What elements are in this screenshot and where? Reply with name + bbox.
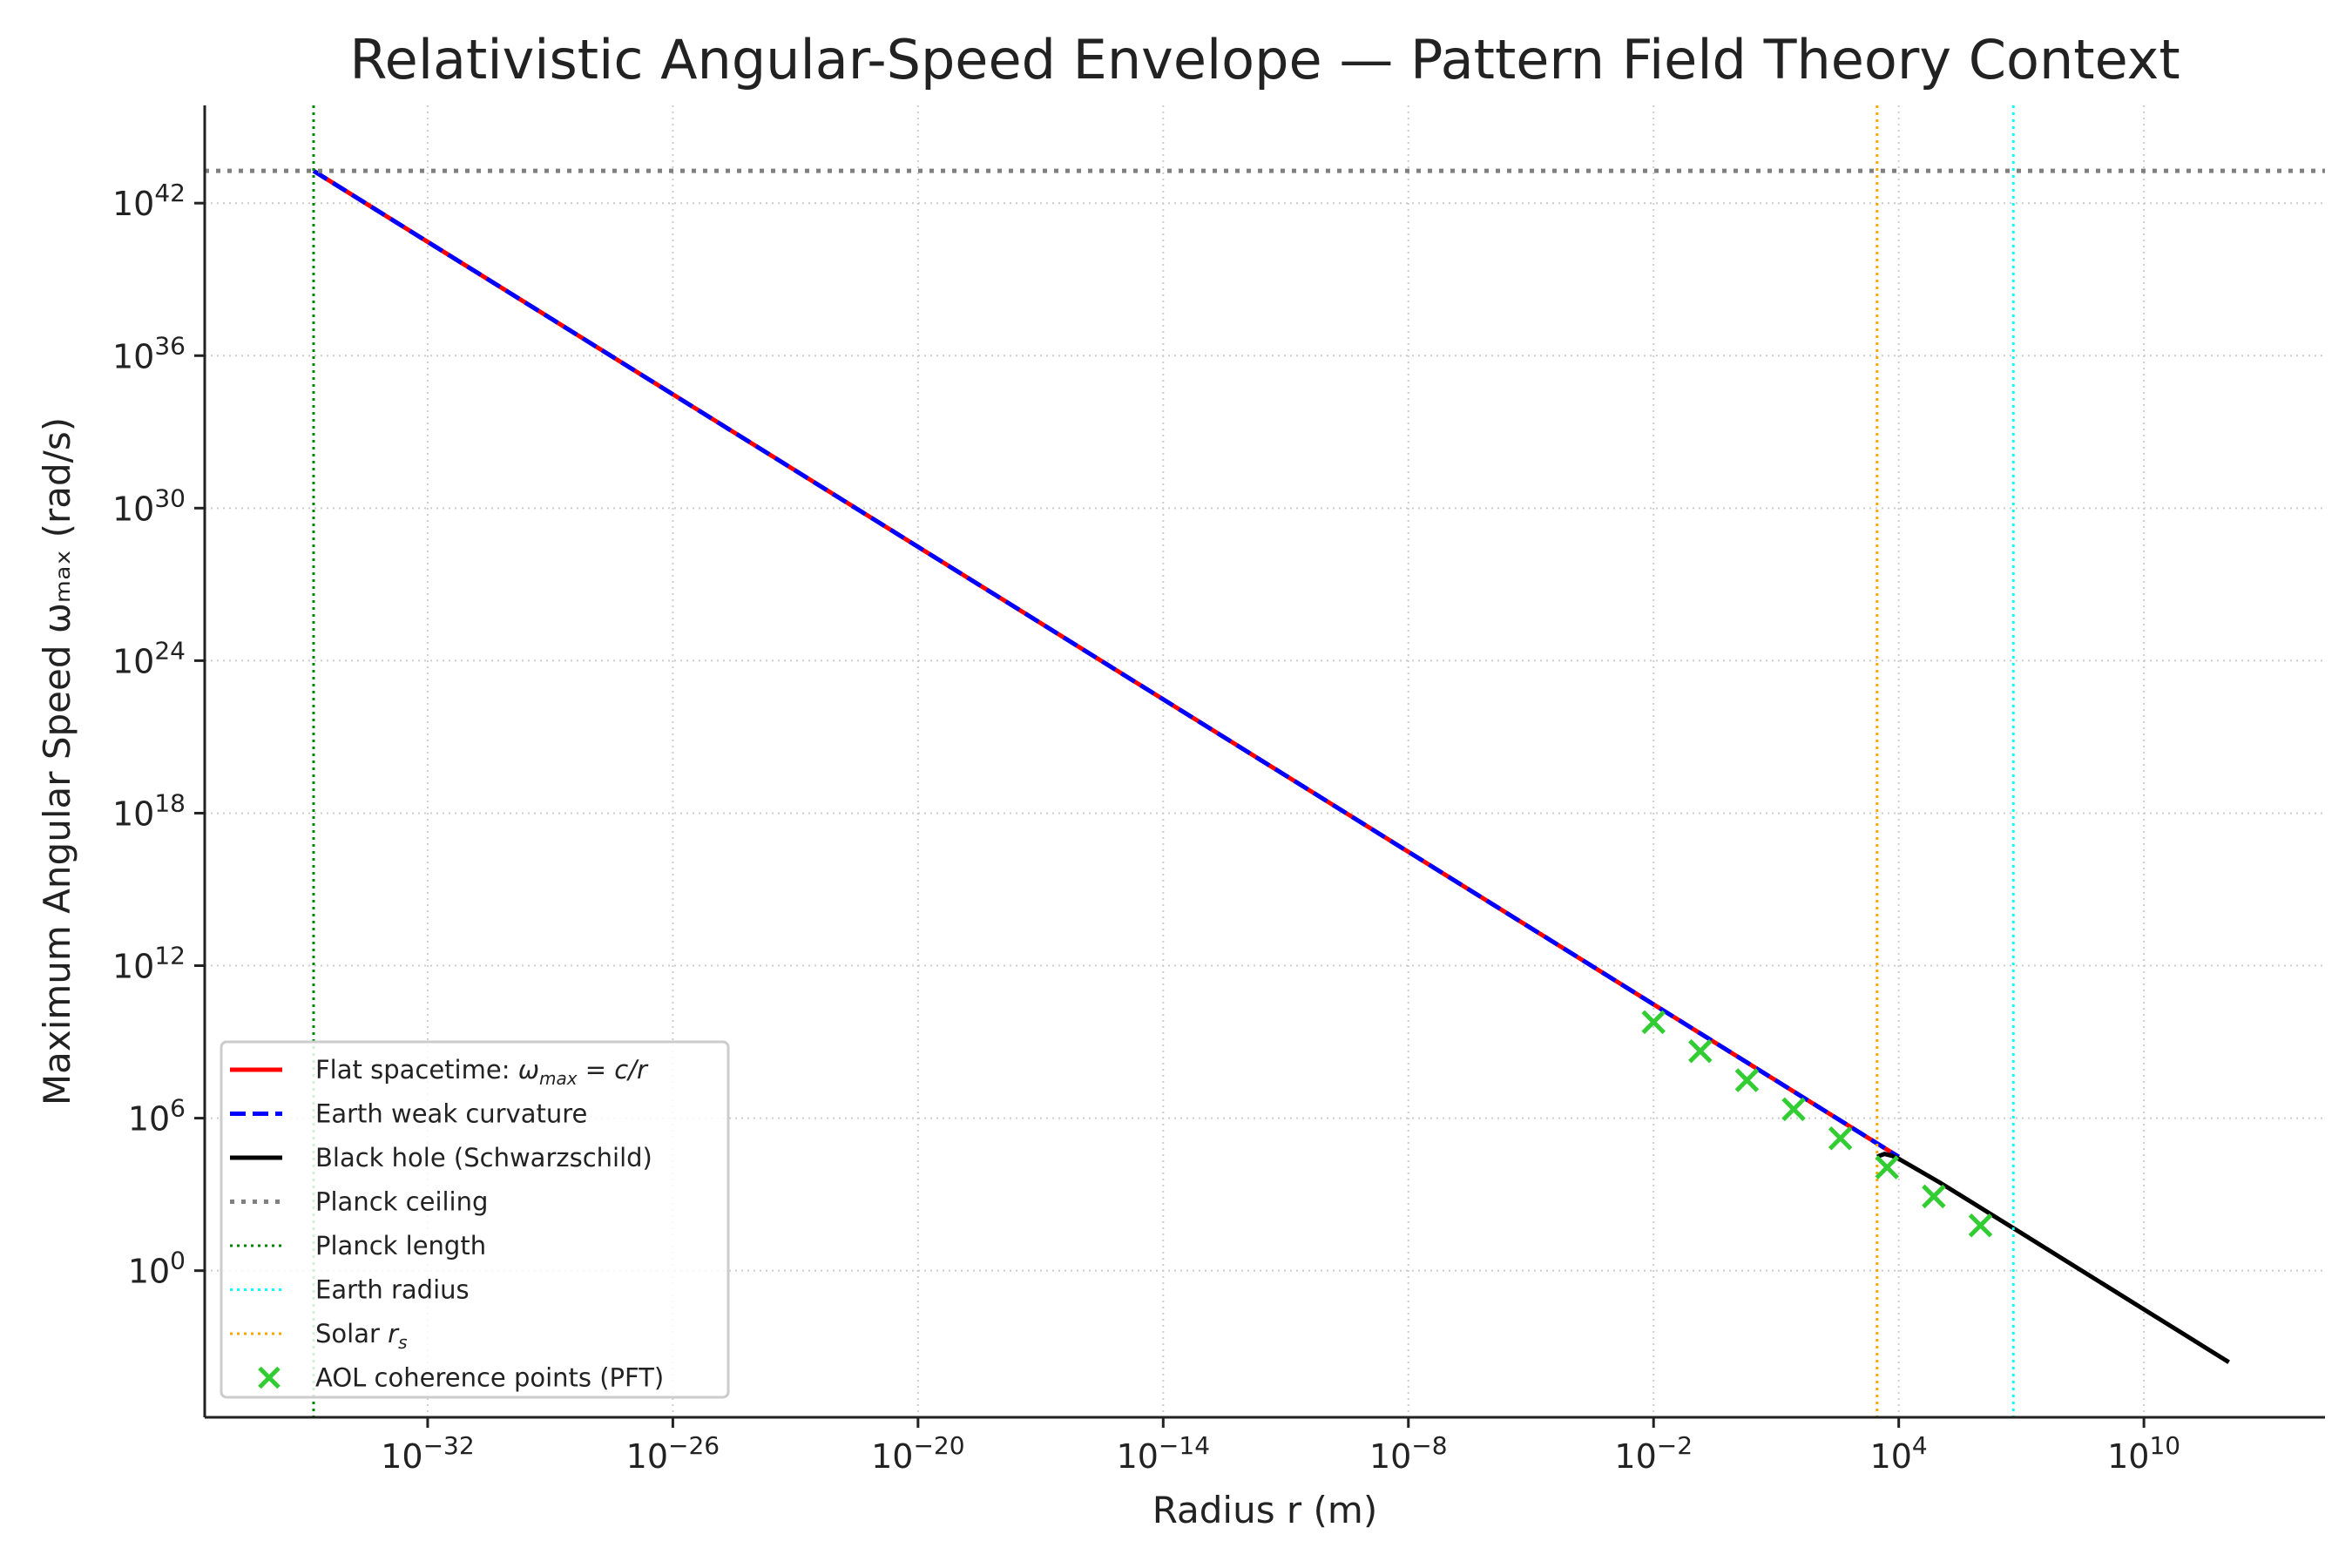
legend-entry-label: Black hole (Schwarzschild): [315, 1143, 652, 1173]
x-tick-label: 10−26: [626, 1431, 720, 1476]
aol-point-marker: [1968, 1213, 1993, 1238]
plot-area: [205, 105, 2325, 1417]
chart-title: Relativistic Angular-Speed Envelope — Pa…: [349, 28, 2180, 91]
series-black-hole-schwarzschild-line: [1876, 1152, 2230, 1364]
x-tick-label: 1010: [2107, 1431, 2180, 1476]
x-axis-label: Radius r (m): [1152, 1489, 1377, 1531]
x-tick-label: 10−20: [871, 1431, 964, 1476]
y-tick-label: 100: [128, 1247, 186, 1291]
axes: 10−32 10−26 10−20 10−14 10−8 10−2 104 1010 100 10…: [112, 105, 2325, 1476]
x-tick-label: 10−2: [1614, 1431, 1693, 1476]
y-tick-label: 1030: [112, 483, 186, 528]
y-tick-label: 1012: [112, 942, 186, 986]
legend-marker-x-icon: [258, 1366, 280, 1389]
legend-entry-label: Planck ceiling: [315, 1187, 488, 1217]
aol-point-marker: [1828, 1125, 1853, 1151]
y-tick-label: 1024: [112, 636, 186, 680]
x-tick-label: 10−8: [1369, 1431, 1448, 1476]
aol-point-marker: [1688, 1038, 1713, 1064]
y-tick-label: 1018: [112, 788, 186, 833]
x-tick-label: 10−14: [1117, 1431, 1210, 1476]
legend-entry-label: Earth radius: [315, 1275, 470, 1305]
x-tick-label: 10−32: [381, 1431, 474, 1476]
aol-point-marker: [1781, 1097, 1806, 1122]
y-tick-label: 1036: [112, 331, 186, 375]
legend-entry-label: Flat spacetime: ωmax = c/r: [315, 1055, 649, 1089]
y-axis-label: Maximum Angular Speed ωₘₐₓ (rad/s): [36, 417, 78, 1105]
y-tick-label: 106: [128, 1094, 186, 1139]
legend-box: [220, 1040, 730, 1399]
aol-point-marker: [1734, 1068, 1760, 1092]
y-tick-label: 1042: [112, 179, 186, 223]
legend-entry-label: AOL coherence points (PFT): [315, 1363, 664, 1393]
x-tick-label: 104: [1870, 1431, 1928, 1476]
aol-point-marker: [1875, 1155, 1900, 1179]
aol-point-marker: [1641, 1010, 1666, 1035]
legend-entry-label: Solar rs: [315, 1319, 407, 1353]
legend: Flat spacetime: ωmax = c/r Earth weak cur…: [220, 1040, 730, 1399]
series-earth-weak-curvature-line: [312, 169, 1900, 1159]
legend-entry-label: Planck length: [315, 1231, 486, 1260]
legend-entry-label: Earth weak curvature: [315, 1099, 587, 1129]
aol-point-marker: [1922, 1184, 1946, 1209]
